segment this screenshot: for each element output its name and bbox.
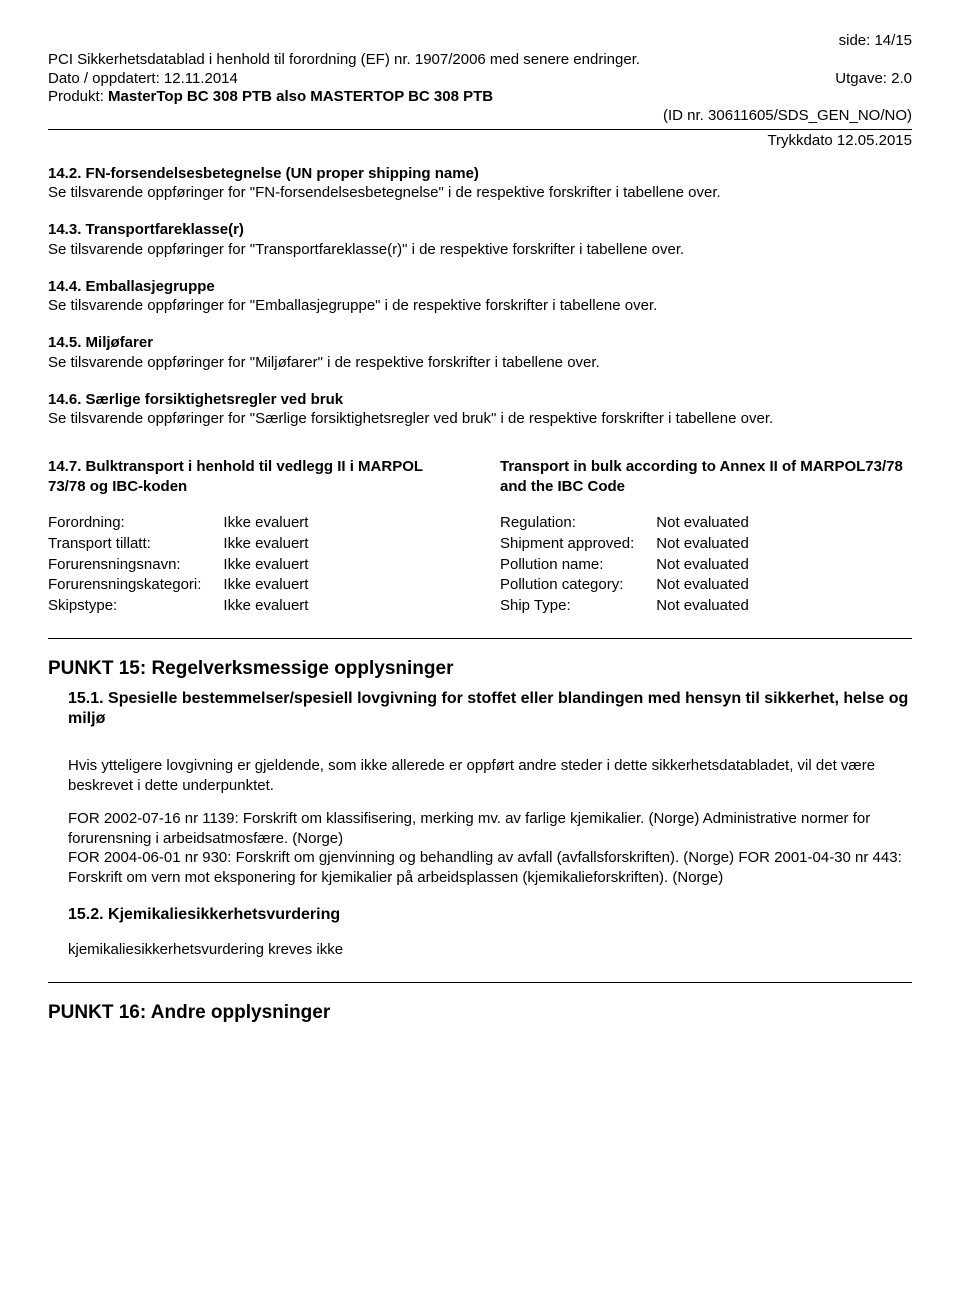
bulk-left-value: Ikke evaluert (223, 535, 460, 554)
header-date: Dato / oppdatert: 12.11.2014 (48, 70, 238, 89)
bulk-left-label: Skipstype: (48, 597, 201, 616)
bulk-left-value: Ikke evaluert (223, 576, 460, 595)
bulk-right-label: Regulation: (500, 514, 634, 533)
header-id: (ID nr. 30611605/SDS_GEN_NO/NO) (48, 107, 912, 126)
section-15-2-body: kjemikaliesikkerhetsvurdering kreves ikk… (48, 941, 912, 960)
bulk-right-label: Pollution name: (500, 556, 634, 575)
bulk-right-value: Not evaluated (656, 576, 912, 595)
section-14-4-body: Se tilsvarende oppføringer for "Emballas… (48, 297, 912, 316)
bulk-left-value: Ikke evaluert (223, 514, 460, 533)
page-number: side: 14/15 (48, 32, 912, 51)
bulk-table-right: Regulation: Not evaluated Shipment approve… (500, 514, 912, 616)
bulk-right-label: Ship Type: (500, 597, 634, 616)
section-14-6-body: Se tilsvarende oppføringer for "Særlige … (48, 410, 912, 429)
punkt-15-title: PUNKT 15: Regelverksmessige opplysninger (48, 657, 912, 681)
header-rule (48, 129, 912, 130)
section-15-1-para1: Hvis ytteligere lovgivning er gjeldende,… (68, 756, 912, 795)
section-14-3-body: Se tilsvarende oppføringer for "Transpor… (48, 241, 912, 260)
header-edition: Utgave: 2.0 (835, 70, 912, 89)
section-15-2-title: 15.2. Kjemikaliesikkerhetsvurdering (48, 905, 912, 925)
section-14-5-body: Se tilsvarende oppføringer for "Miljøfar… (48, 354, 912, 373)
rule-before-15 (48, 638, 912, 639)
bulk-right-value: Not evaluated (656, 556, 912, 575)
section-14-7-right-title: Transport in bulk according to Annex II … (500, 457, 912, 496)
bulk-left-value: Ikke evaluert (223, 597, 460, 616)
section-14-5-title: 14.5. Miljøfarer (48, 334, 912, 353)
bulk-left-label: Forordning: (48, 514, 201, 533)
section-14-4-title: 14.4. Emballasjegruppe (48, 278, 912, 297)
punkt-16-title: PUNKT 16: Andre opplysninger (48, 1001, 912, 1025)
bulk-left-label: Forurensningskategori: (48, 576, 201, 595)
bulk-left-label: Transport tillatt: (48, 535, 201, 554)
bulk-right-label: Pollution category: (500, 576, 634, 595)
section-14-2-body: Se tilsvarende oppføringer for "FN-forse… (48, 184, 912, 203)
print-date: Trykkdato 12.05.2015 (48, 132, 912, 151)
header-product: Produkt: MasterTop BC 308 PTB also MASTE… (48, 88, 912, 107)
section-15-1-para2b: FOR 2004-06-01 nr 930: Forskrift om gjen… (68, 849, 902, 886)
section-14-2-title: 14.2. FN-forsendelsesbetegnelse (UN prop… (48, 165, 912, 184)
bulk-right-value: Not evaluated (656, 514, 912, 533)
header-line-1: PCI Sikkerhetsdatablad i henhold til for… (48, 51, 912, 70)
bulk-table-left: Forordning: Ikke evaluert Transport tillat… (48, 514, 460, 616)
product-name: MasterTop BC 308 PTB also MASTERTOP BC 3… (108, 88, 493, 105)
bulk-right-value: Not evaluated (656, 535, 912, 554)
section-15-1-title: 15.1. Spesielle bestemmelser/spesiell lo… (48, 689, 912, 731)
section-14-7-left-title: 14.7. Bulktransport i henhold til vedleg… (48, 457, 460, 496)
section-15-1-para2a: FOR 2002-07-16 nr 1139: Forskrift om kla… (68, 810, 870, 847)
bulk-left-value: Ikke evaluert (223, 556, 460, 575)
rule-before-16 (48, 982, 912, 983)
bulk-right-label: Shipment approved: (500, 535, 634, 554)
bulk-left-label: Forurensningsnavn: (48, 556, 201, 575)
section-14-6-title: 14.6. Særlige forsiktighetsregler ved br… (48, 391, 912, 410)
section-14-3-title: 14.3. Transportfareklasse(r) (48, 221, 912, 240)
product-label: Produkt: (48, 88, 108, 105)
bulk-right-value: Not evaluated (656, 597, 912, 616)
